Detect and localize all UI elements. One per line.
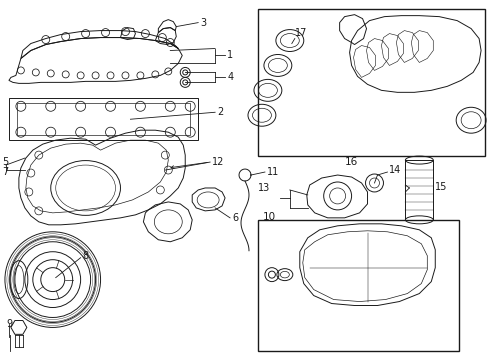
Text: 9: 9 — [6, 319, 12, 329]
Bar — [258, 9, 485, 156]
Text: 16: 16 — [344, 157, 358, 167]
Text: 17: 17 — [295, 28, 307, 37]
Text: 10: 10 — [263, 212, 276, 222]
Bar — [9, 98, 198, 140]
Text: 8: 8 — [83, 251, 89, 261]
Text: 7: 7 — [2, 167, 8, 177]
Bar — [258, 220, 459, 351]
Bar — [405, 160, 433, 220]
Text: 3: 3 — [200, 18, 206, 28]
Text: 2: 2 — [217, 107, 223, 117]
Text: 11: 11 — [267, 167, 279, 177]
Bar — [17, 103, 190, 135]
Text: 1: 1 — [227, 50, 233, 60]
Text: 4: 4 — [227, 72, 233, 82]
Text: 5: 5 — [2, 157, 8, 167]
Text: 13: 13 — [258, 183, 270, 193]
Text: 6: 6 — [232, 213, 238, 223]
Text: 15: 15 — [435, 182, 448, 192]
Text: 12: 12 — [212, 157, 224, 167]
Text: 14: 14 — [390, 165, 402, 175]
